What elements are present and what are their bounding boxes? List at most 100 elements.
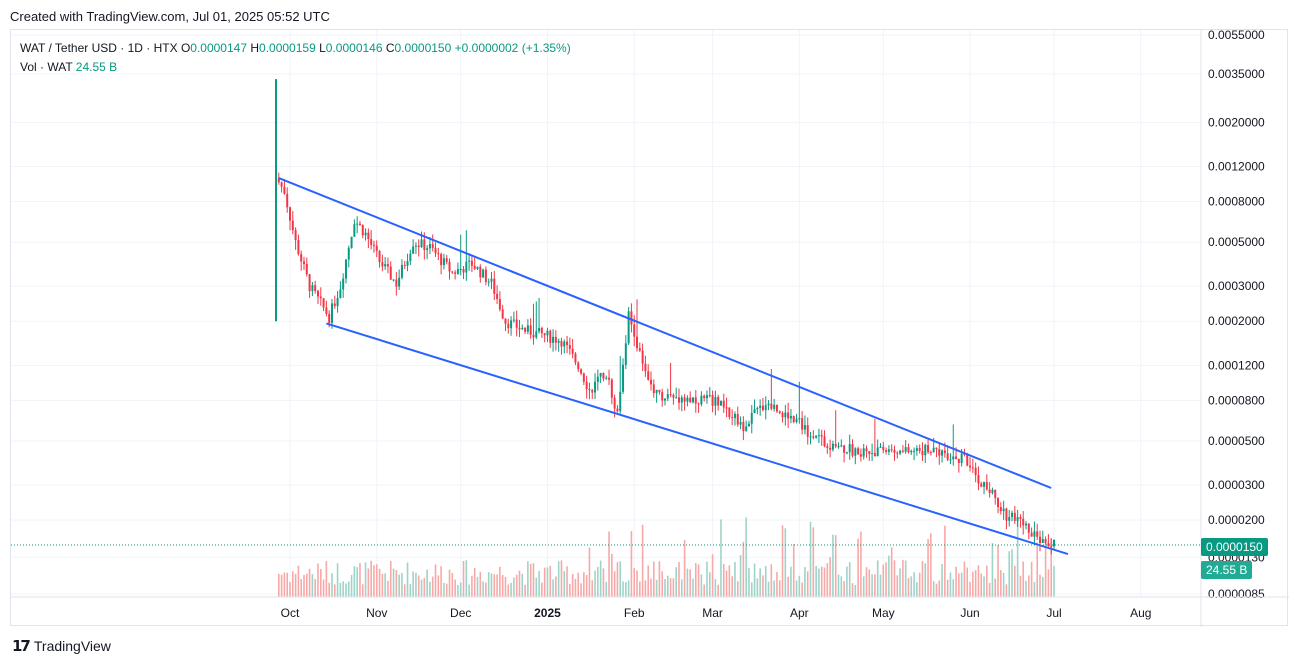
candle-body: [426, 248, 429, 251]
candle-body: [277, 178, 280, 183]
change-value: +0.0000002 (+1.35%): [454, 41, 571, 55]
candle-body: [389, 266, 392, 280]
candle-body: [859, 454, 862, 457]
candle-body: [574, 353, 577, 363]
volume-bar: [1019, 575, 1022, 597]
price-tick-label: 0.0002000: [1208, 314, 1265, 328]
candle-body: [608, 377, 611, 380]
volume-bar: [683, 540, 686, 597]
volume-bar: [862, 576, 865, 597]
volume-bar: [417, 575, 420, 597]
candle-body: [633, 324, 636, 337]
volume-bar: [770, 564, 773, 597]
candle-body: [378, 250, 381, 263]
price-tick-label: 0.0000200: [1208, 513, 1265, 527]
symbol-title[interactable]: WAT / Tether USD · 1D · HTX: [20, 41, 178, 55]
volume-bar: [524, 584, 526, 597]
volume-bar: [857, 538, 859, 597]
candle-body: [932, 447, 935, 453]
volume-bar: [297, 565, 300, 597]
candle-body: [831, 443, 834, 450]
volume-bar: [692, 578, 694, 597]
candle-body: [865, 448, 868, 452]
volume-bar: [972, 571, 974, 597]
trendline-lower: [326, 322, 1069, 555]
chart-area[interactable]: 0.0055000 0.0035000 0.0020000 0.0012000 0.00…: [10, 29, 1289, 627]
volume-bar: [1016, 518, 1019, 597]
volume-bar: [994, 578, 997, 597]
candle-body: [664, 398, 667, 401]
volume-bar: [347, 581, 350, 597]
volume-bar: [941, 563, 943, 597]
candle-body: [280, 182, 283, 187]
candle-body: [638, 348, 641, 351]
candle-body: [286, 193, 289, 208]
volume-bar: [473, 567, 476, 597]
price-tick-label: 0.0001200: [1208, 358, 1265, 372]
candle-body: [887, 449, 890, 452]
candle-body: [938, 449, 941, 456]
volume-bar: [963, 561, 966, 597]
volume-bar: [311, 574, 314, 597]
candle-body: [904, 447, 907, 452]
volume-bar: [462, 560, 465, 597]
candle-body: [929, 452, 932, 454]
candle-body: [714, 396, 717, 406]
candle-body: [308, 274, 311, 292]
volume-bar: [1042, 577, 1044, 597]
candle-body: [778, 411, 781, 413]
candle-body: [395, 279, 398, 287]
candle-body: [711, 395, 714, 406]
candle-body: [381, 262, 384, 267]
candle-body: [594, 381, 597, 393]
candle-body: [717, 396, 720, 406]
candle-body: [857, 448, 860, 455]
trendline-upper: [278, 177, 1052, 489]
candle-body: [971, 467, 974, 469]
candle-body: [1030, 532, 1033, 537]
candle-body: [843, 445, 846, 453]
chart-canvas[interactable]: 0.0055000 0.0035000 0.0020000 0.0012000 0.00…: [11, 30, 1289, 627]
volume-bar: [921, 560, 924, 597]
volume-bar: [373, 565, 375, 597]
candle-body: [1008, 517, 1011, 521]
candle-body: [896, 452, 899, 454]
candle-body: [941, 450, 944, 456]
candle-body: [532, 334, 535, 338]
volume-bar: [734, 562, 736, 597]
grid: [11, 30, 1201, 597]
volume-bar: [605, 582, 608, 597]
volume-bar: [706, 561, 708, 597]
candle-body: [554, 336, 557, 343]
price-tick-label: 0.0000800: [1208, 393, 1265, 407]
candle-body: [1033, 531, 1036, 537]
brand[interactable]: 𝟭𝟳 TradingView: [12, 637, 111, 655]
candle-body: [879, 446, 882, 448]
volume-bar: [669, 578, 672, 597]
volume-bar: [697, 564, 700, 597]
volume-bar: [639, 581, 641, 597]
volume-label[interactable]: Vol · WAT: [20, 60, 73, 74]
volume-bar: [703, 584, 705, 597]
candle-body: [300, 254, 303, 262]
candle-body: [510, 320, 513, 329]
volume-bar: [851, 583, 854, 597]
volume-bar: [625, 582, 627, 597]
candle-body: [482, 269, 485, 278]
candle-body: [997, 497, 1000, 508]
candle-body: [669, 394, 672, 396]
candle-body: [498, 298, 501, 310]
volume-bar: [583, 572, 585, 597]
candle-body: [1041, 539, 1044, 543]
volume-bar: [854, 584, 857, 597]
candle-body: [361, 224, 364, 236]
volume-bars: [278, 517, 1055, 597]
volume-bar: [756, 578, 759, 597]
last-volume-tag: 24.55 B: [1201, 561, 1253, 579]
volume-bar: [381, 573, 384, 597]
candle-body: [1047, 543, 1050, 546]
volume-bar: [742, 541, 745, 597]
low-label: L: [319, 41, 326, 55]
volume-bar: [913, 572, 915, 597]
volume-bar: [602, 568, 605, 597]
